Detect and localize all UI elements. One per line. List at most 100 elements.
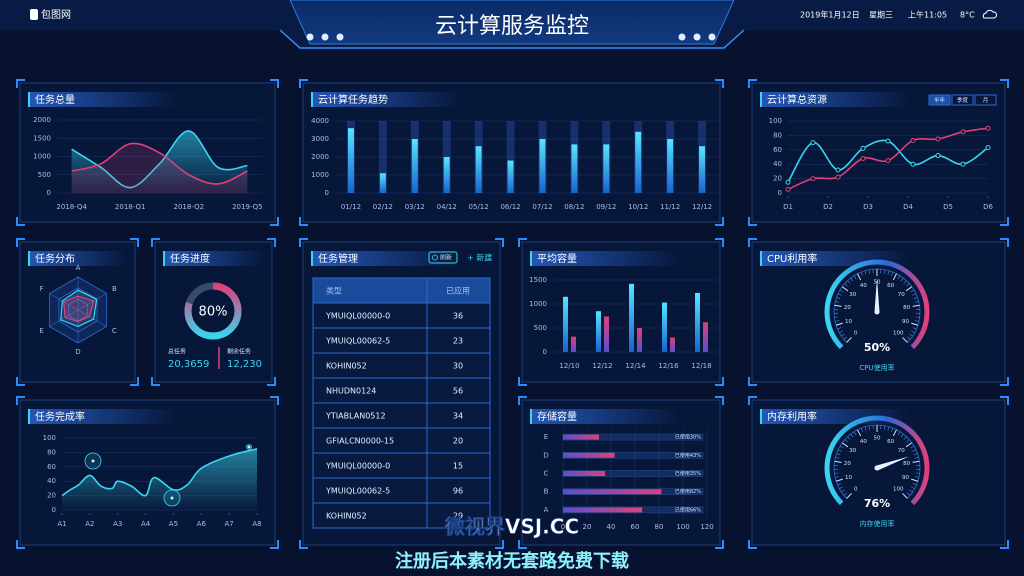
tab-label[interactable]: 半年 bbox=[934, 96, 946, 104]
y-tick-label: 500 bbox=[534, 324, 547, 332]
donut-value bbox=[184, 282, 242, 340]
panel-corner bbox=[748, 540, 757, 549]
x-tick-label: 07/12 bbox=[532, 203, 552, 211]
gauge-tick bbox=[902, 337, 908, 343]
gauge-minor-tick bbox=[853, 275, 857, 280]
table-cell: 34 bbox=[453, 412, 463, 421]
y-tick-label: 3000 bbox=[311, 135, 329, 143]
panel-corner bbox=[16, 217, 25, 226]
point bbox=[835, 174, 841, 180]
bar bbox=[635, 131, 642, 193]
gauge-minor-tick bbox=[860, 271, 863, 276]
panel-corner bbox=[130, 377, 139, 386]
gauge-arc bbox=[824, 415, 930, 506]
time: 上午11:05 bbox=[908, 10, 947, 20]
panel-title-accent bbox=[760, 409, 762, 424]
gauge-minor-tick bbox=[914, 301, 919, 303]
point bbox=[810, 176, 816, 182]
bar bbox=[563, 507, 643, 513]
tab[interactable] bbox=[928, 94, 951, 106]
gauge-tick-label: 70 bbox=[898, 448, 905, 454]
tab[interactable] bbox=[951, 94, 974, 106]
page-title: 云计算服务监控 bbox=[435, 14, 589, 39]
y-tick-label: 60 bbox=[773, 146, 782, 154]
table-cell: 29 bbox=[453, 512, 463, 521]
panel-title: 存储容量 bbox=[537, 410, 577, 423]
bar bbox=[563, 296, 568, 352]
table-cell: 15 bbox=[453, 462, 463, 471]
refresh-button[interactable] bbox=[428, 251, 458, 264]
panel-corner bbox=[16, 540, 25, 549]
gauge-tick bbox=[835, 322, 843, 326]
gauge-minor-tick bbox=[897, 431, 901, 436]
radar-axis bbox=[77, 293, 107, 311]
x-tick-label: A3 bbox=[113, 520, 122, 528]
panel-corner bbox=[151, 377, 160, 386]
x-tick-label: D1 bbox=[783, 203, 793, 211]
gauge-minor-tick bbox=[847, 280, 851, 284]
gauge-minor-tick bbox=[834, 476, 840, 478]
bar bbox=[539, 139, 546, 193]
gauge-tick-label: 30 bbox=[849, 448, 856, 454]
gauge-tick-label: 50 bbox=[874, 436, 881, 442]
point bbox=[860, 145, 866, 151]
header-dots bbox=[306, 33, 716, 41]
radar-label: A bbox=[76, 264, 81, 272]
tab-label[interactable]: 季度 bbox=[957, 96, 969, 104]
bar bbox=[411, 139, 418, 193]
gauge-minor-tick bbox=[913, 297, 918, 300]
point bbox=[960, 129, 966, 135]
gauge-minor-tick bbox=[860, 427, 863, 432]
gauge-minor-tick bbox=[914, 476, 920, 478]
x-tick-label: 40 bbox=[607, 523, 616, 531]
x-tick-label: A7 bbox=[225, 520, 234, 528]
panel-corner bbox=[715, 79, 724, 88]
remaining-value: 12,230 bbox=[227, 359, 262, 370]
gauge-tick-label: 30 bbox=[849, 292, 856, 298]
bar-track bbox=[378, 121, 387, 193]
panel-title-accent bbox=[760, 92, 762, 107]
panel-corner bbox=[748, 377, 757, 386]
refresh-label[interactable]: 刷新 bbox=[440, 254, 452, 262]
gauge-minor-tick bbox=[868, 269, 870, 274]
gauge-tick bbox=[912, 304, 920, 307]
panel-corner bbox=[715, 396, 724, 405]
new-button[interactable]: + 新建 bbox=[467, 253, 492, 263]
gauge-tick-label: 40 bbox=[860, 283, 867, 289]
panel-title-accent bbox=[28, 92, 30, 107]
header-edge bbox=[279, 29, 745, 49]
column-header: 类型 bbox=[326, 286, 342, 296]
gauge-minor-tick bbox=[897, 275, 901, 280]
gauge-tick bbox=[902, 493, 908, 499]
weather: 8°C bbox=[960, 11, 975, 20]
y-tick-label: B bbox=[544, 488, 549, 496]
gauge-minor-tick bbox=[912, 483, 917, 486]
y-tick-label: 80 bbox=[47, 448, 56, 456]
panel-corner bbox=[715, 238, 724, 247]
donut-label: 80% bbox=[199, 305, 228, 320]
tab[interactable] bbox=[974, 94, 997, 106]
bar bbox=[563, 434, 599, 440]
radar-label: F bbox=[40, 285, 44, 293]
point bbox=[935, 153, 941, 159]
weather-icon bbox=[982, 9, 998, 19]
x-tick-label: 80 bbox=[655, 523, 664, 531]
point bbox=[885, 158, 891, 164]
panel-corner bbox=[299, 540, 308, 549]
gauge-minor-tick bbox=[915, 316, 920, 318]
x-tick-label: 10/12 bbox=[628, 203, 648, 211]
panel-title-accent bbox=[311, 92, 313, 107]
gauge-tick bbox=[846, 337, 852, 343]
panel-title: 任务进度 bbox=[170, 252, 210, 265]
watermark: 注册后本素材无套路免费下载 bbox=[395, 550, 629, 572]
gauge-tick bbox=[834, 460, 842, 463]
panel-title-bar bbox=[28, 409, 178, 424]
table-cell: YMUIQL00000-0 bbox=[325, 312, 390, 321]
tab-label[interactable]: 月 bbox=[983, 97, 989, 104]
gauge-minor-tick bbox=[837, 483, 842, 486]
gauge-minor-tick bbox=[891, 271, 894, 276]
bar bbox=[563, 471, 605, 476]
panel-title-accent bbox=[530, 251, 532, 266]
gauge-tick bbox=[857, 429, 862, 437]
panel-corner bbox=[270, 79, 279, 88]
